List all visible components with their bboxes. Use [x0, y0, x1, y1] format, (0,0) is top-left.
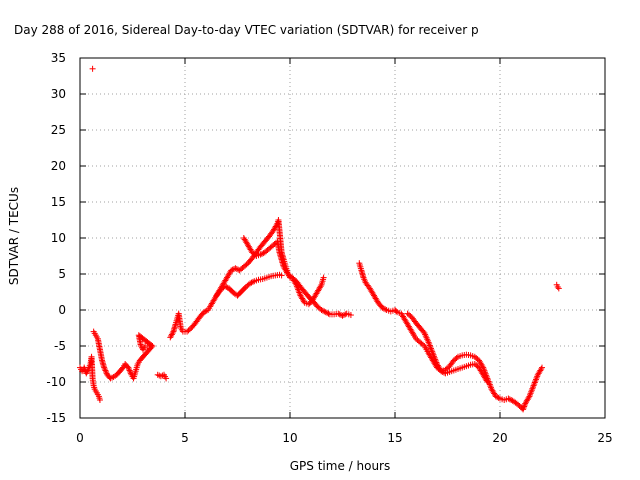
data-point-interp: [159, 372, 166, 379]
y-tick-label: 30: [51, 87, 66, 101]
data-point: [154, 371, 161, 378]
data-point: [228, 267, 235, 274]
data-point-interp: [410, 330, 417, 337]
data-point: [505, 395, 512, 402]
x-tick-label: 0: [76, 431, 84, 445]
x-tick-label: 5: [181, 431, 189, 445]
data-point: [484, 379, 491, 385]
data-point-interp: [102, 367, 109, 374]
data-point-interp: [380, 305, 387, 312]
data-point-interp: [439, 368, 446, 375]
grid: [80, 58, 605, 418]
data-point-interp: [292, 280, 299, 287]
data-point-interp: [223, 283, 230, 290]
y-tick-label: 25: [51, 123, 66, 137]
data-point-interp: [525, 394, 532, 401]
data-point: [83, 370, 90, 377]
data-point-interp: [325, 310, 332, 317]
x-tick-labels: 0 5 10 15 20 25: [76, 431, 612, 445]
y-tick-label: -5: [54, 339, 66, 353]
data-point-interp: [125, 366, 132, 373]
data-point: [146, 343, 153, 349]
data-point: [339, 312, 346, 319]
data-point-interp: [453, 355, 460, 361]
data-point-interp: [229, 266, 236, 273]
data-point: [96, 397, 103, 403]
data-point-interp: [393, 308, 400, 315]
data-point-interp: [495, 394, 502, 401]
data-point-interp: [126, 367, 133, 374]
data-point: [492, 393, 499, 400]
data-point-interp: [521, 402, 528, 409]
data-point-interp: [336, 311, 343, 318]
x-tick-label: 10: [282, 431, 297, 445]
data-point: [257, 251, 264, 258]
data-point-interp: [127, 368, 134, 375]
data-point: [555, 285, 562, 292]
y-tick-label: 10: [51, 231, 66, 245]
data-point: [539, 364, 545, 371]
data-point: [101, 364, 108, 371]
x-tick-label: 25: [597, 431, 612, 445]
x-tick-label: 15: [387, 431, 402, 445]
data-point: [247, 280, 254, 287]
y-tick-labels: 35 30 25 20 15 10 5 0 -5 -10 -15: [46, 51, 66, 425]
data-point: [278, 272, 285, 279]
data-point: [347, 312, 354, 319]
x-axis-label: GPS time / hours: [290, 459, 391, 473]
data-point-interp: [84, 368, 90, 375]
axis-ticks: [79, 57, 606, 419]
data-point-interp: [103, 368, 110, 375]
data-marks: [77, 65, 562, 413]
data-point-interp: [101, 366, 108, 373]
data-point: [232, 265, 239, 272]
data-point: [221, 283, 228, 290]
data-point: [125, 364, 132, 371]
data-point-interp: [538, 366, 545, 373]
data-point-interp: [324, 309, 331, 316]
data-point-interp: [249, 278, 256, 285]
y-tick-label: 0: [58, 303, 66, 317]
y-axis-label: SDTVAR / TECUs: [7, 187, 21, 285]
data-point-interp: [317, 283, 324, 290]
x-tick-label: 20: [492, 431, 507, 445]
data-point-interp: [382, 306, 389, 313]
data-point: [438, 368, 445, 375]
data-point-interp: [521, 403, 528, 410]
data-point: [379, 304, 386, 311]
y-tick-label: 20: [51, 159, 66, 173]
data-point: [322, 309, 329, 316]
data-point: [318, 307, 325, 313]
chart-title: Day 288 of 2016, Sidereal Day-to-day VTE…: [14, 23, 479, 37]
data-point-interp: [319, 307, 326, 314]
y-tick-label: 15: [51, 195, 66, 209]
data-point-interp: [340, 312, 347, 319]
data-point: [554, 283, 561, 290]
data-point-interp: [248, 279, 255, 286]
data-point-interp: [506, 396, 513, 403]
data-point-interp: [259, 250, 265, 257]
data-point-interp: [169, 330, 176, 337]
data-point: [520, 406, 527, 413]
y-tick-label: 5: [58, 267, 66, 281]
y-tick-label: -15: [46, 411, 66, 425]
data-point-interp: [202, 308, 209, 315]
data-point: [89, 65, 96, 72]
data-point: [335, 310, 342, 317]
data-point-interp: [483, 377, 490, 384]
data-point-interp: [520, 404, 527, 411]
data-point: [200, 309, 207, 316]
data-point: [163, 375, 170, 382]
y-tick-label: 35: [51, 51, 66, 65]
plot-frame: [79, 57, 606, 419]
y-tick-label: -10: [46, 375, 66, 389]
data-point-interp: [494, 394, 501, 401]
data-point: [320, 274, 327, 281]
data-point-interp: [321, 308, 328, 315]
